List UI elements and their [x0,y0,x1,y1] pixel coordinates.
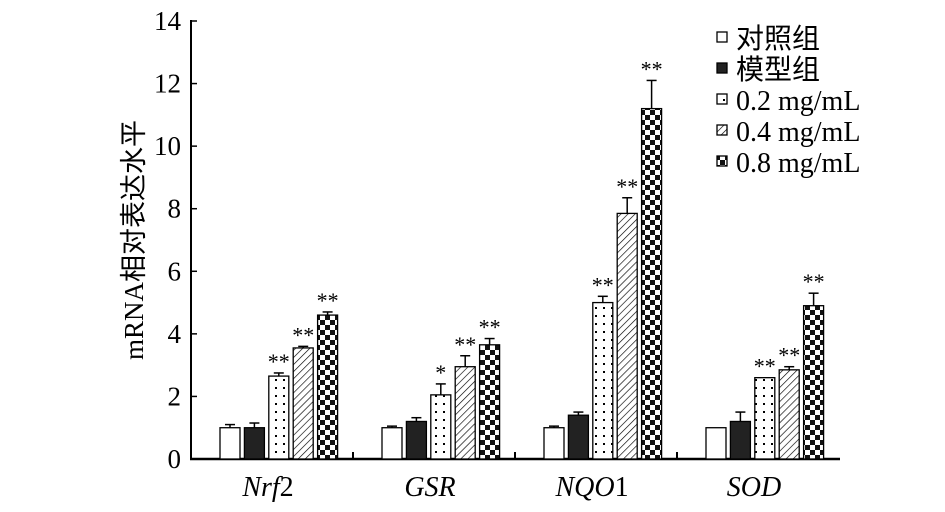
bar [430,394,452,460]
bar [243,427,266,460]
bar [219,427,241,460]
y-tick-label: 14 [154,6,182,36]
legend-swatch [716,62,728,74]
bar [292,347,314,460]
bar [454,366,476,460]
significance-label: ** [292,322,314,347]
y-axis-label: mRNA相对表达水平 [119,120,149,360]
significance-label: ** [754,354,776,379]
significance-label: ** [616,174,638,199]
legend-item: 对照组 [716,23,820,55]
legend-swatch [716,31,728,43]
bar [316,314,339,460]
legend-item: 模型组 [716,54,820,86]
legend-item: 0.8 mg/mL [716,148,860,179]
bar [268,375,290,460]
axes: 0 2 4 6 8 10 12 14 Nrf2 GSR NQO1 SOD [154,6,840,503]
legend-item: 0.4 mg/mL [716,117,860,148]
significance-label: * [435,360,446,385]
significance-label: ** [317,288,339,313]
significance-label: ** [268,349,290,374]
y-tick-label: 2 [168,381,182,411]
bar [405,420,428,460]
legend-label: 0.2 mg/mL [736,86,860,117]
x-tick-label: Nrf2 [241,472,293,503]
y-tick-label: 0 [168,444,182,474]
significance-label: ** [592,272,614,297]
y-tick-label: 6 [168,256,182,286]
bar [802,305,825,460]
significance-label: ** [641,56,663,81]
significance-label: ** [803,269,825,294]
legend-label: 模型组 [736,54,820,86]
bar [381,427,403,460]
y-tick-label: 8 [168,194,182,224]
y-tick-label: 4 [168,319,182,349]
bar [778,369,800,460]
significance-label: ** [778,343,800,368]
legend-swatch [716,93,728,105]
legend-label: 0.4 mg/mL [736,117,860,148]
bar [640,107,663,460]
x-tick-label: NQO1 [554,472,628,503]
bar [616,212,638,460]
bar [543,427,565,460]
bar [567,414,590,460]
bar [705,427,727,460]
bar [729,420,752,460]
significance-label: ** [479,315,501,340]
legend-label: 0.8 mg/mL [736,148,860,179]
legend-swatch [716,155,728,167]
x-tick-label: GSR [404,472,455,503]
bar [754,377,776,460]
bar [592,301,614,460]
significance-label: ** [454,332,476,357]
legend-item: 0.2 mg/mL [716,86,860,117]
bars: ******************* **** [219,56,825,460]
y-tick-label: 10 [154,131,181,161]
bar [478,344,501,460]
legend-swatch [716,124,728,136]
x-tick-label: SOD [727,472,781,503]
legend-label: 对照组 [736,23,820,55]
y-tick-label: 12 [154,69,181,99]
